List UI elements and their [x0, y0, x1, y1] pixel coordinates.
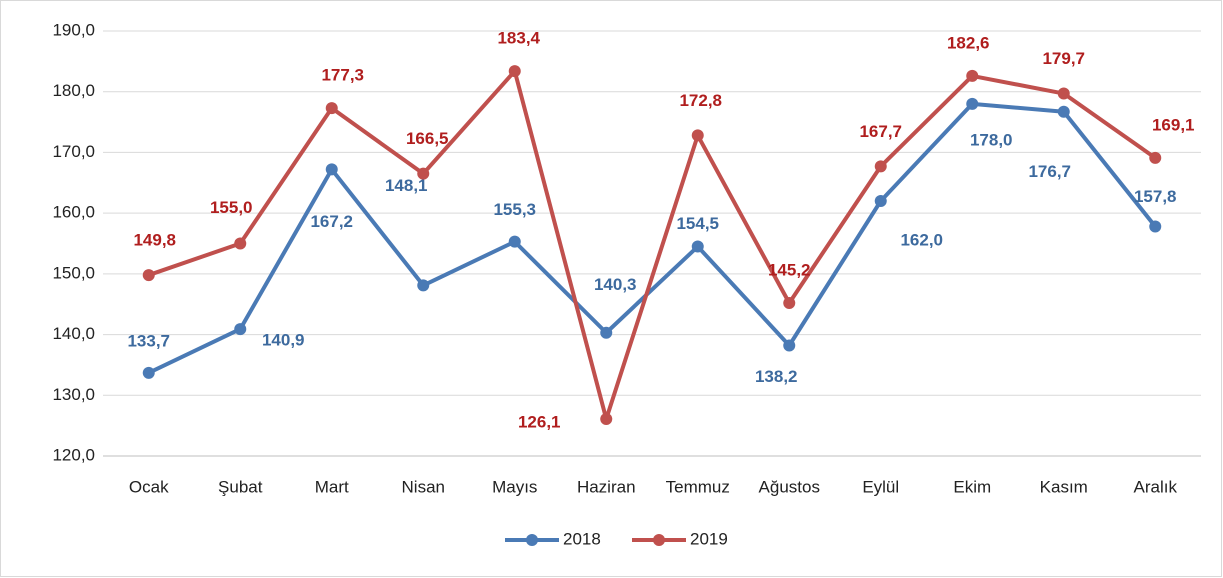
y-tick-label: 130,0 — [52, 385, 95, 404]
point — [1149, 151, 1162, 164]
point — [783, 297, 796, 309]
value-label: 138,2 — [755, 367, 798, 386]
point — [325, 163, 338, 176]
point — [783, 339, 796, 352]
value-label: 155,3 — [493, 200, 536, 219]
y-tick-label: 170,0 — [52, 142, 95, 161]
point — [508, 235, 521, 248]
y-tick-label: 120,0 — [52, 445, 95, 464]
value-label: 133,7 — [127, 331, 170, 350]
value-label: 155,0 — [210, 198, 253, 217]
x-tick-label: Ekim — [953, 477, 991, 496]
point — [1057, 105, 1070, 118]
series-line — [147, 101, 1157, 375]
value-label: 149,8 — [133, 231, 176, 250]
x-tick-label: Ağustos — [759, 477, 820, 496]
point — [142, 366, 155, 379]
value-label: 166,5 — [406, 129, 449, 148]
point — [234, 237, 247, 250]
y-tick-label: 160,0 — [52, 203, 95, 222]
x-tick-label: Nisan — [402, 477, 445, 496]
value-label: 176,7 — [1028, 162, 1071, 181]
value-label: 167,7 — [859, 122, 902, 141]
x-tick-label: Haziran — [577, 477, 636, 496]
point — [142, 269, 155, 282]
x-tick-label: Kasım — [1040, 477, 1088, 496]
x-tick-label: Temmuz — [666, 477, 730, 496]
point — [874, 195, 887, 207]
y-tick-label: 140,0 — [52, 324, 95, 343]
point — [874, 160, 887, 173]
value-label: 157,8 — [1134, 187, 1177, 206]
x-tick-label: Eylül — [862, 477, 899, 496]
y-tick-label: 180,0 — [52, 81, 95, 100]
legend-label: 2018 — [563, 529, 601, 548]
value-label: 154,5 — [676, 214, 719, 233]
x-tick-label: Aralık — [1134, 477, 1178, 496]
point — [1057, 87, 1070, 100]
legend-marker — [653, 534, 665, 546]
point — [234, 323, 247, 336]
value-label: 162,0 — [900, 230, 943, 249]
legend-marker — [526, 534, 538, 546]
x-tick-label: Ocak — [129, 477, 169, 496]
x-tick-label: Mayıs — [492, 477, 537, 496]
value-label: 169,1 — [1152, 115, 1195, 134]
value-label: 178,0 — [970, 130, 1013, 149]
point — [600, 412, 613, 425]
value-label: 126,1 — [518, 412, 561, 431]
series-line — [148, 69, 1157, 421]
x-tick-label: Mart — [315, 477, 349, 496]
value-label: 183,4 — [497, 29, 540, 48]
value-label: 179,7 — [1042, 49, 1085, 68]
value-label: 177,3 — [321, 66, 364, 85]
legend-label: 2019 — [690, 529, 728, 548]
y-tick-label: 190,0 — [52, 20, 95, 39]
value-label: 145,2 — [768, 260, 811, 279]
x-tick-label: Şubat — [218, 477, 263, 496]
point — [691, 240, 704, 253]
value-label: 182,6 — [947, 33, 990, 52]
point — [966, 69, 979, 82]
point — [417, 167, 430, 180]
y-tick-label: 150,0 — [52, 263, 95, 282]
value-label: 140,9 — [262, 331, 305, 350]
point — [1149, 220, 1162, 233]
value-label: 167,2 — [310, 212, 353, 231]
point — [508, 65, 521, 78]
value-label: 172,8 — [679, 91, 722, 110]
point — [691, 129, 704, 142]
point — [600, 326, 613, 339]
value-label: 140,3 — [594, 275, 637, 294]
point — [417, 279, 430, 292]
value-label: 148,1 — [385, 176, 428, 195]
point — [966, 97, 979, 110]
point — [325, 102, 338, 115]
